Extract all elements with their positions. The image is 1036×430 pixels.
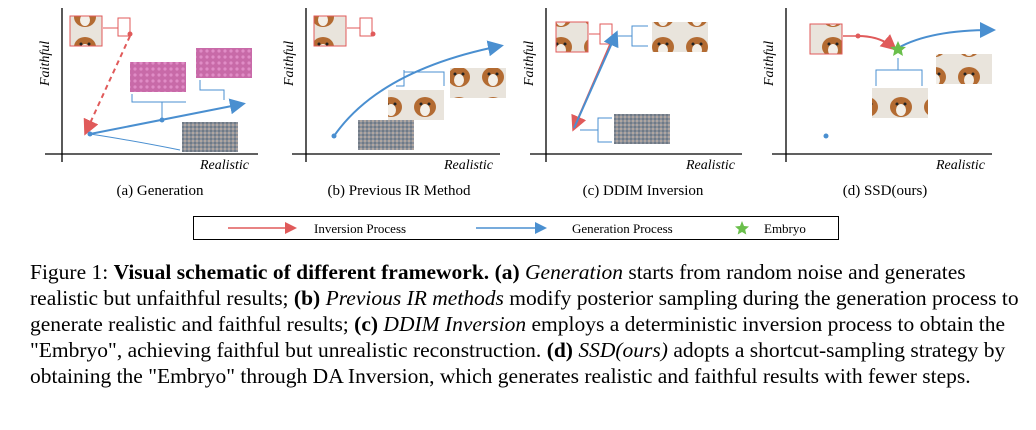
legend-embryo-label: Embryo (764, 221, 806, 236)
embryo-star (890, 41, 906, 56)
panel-b-caption: (b) Previous IR Method (327, 183, 471, 199)
panel-b-xlabel: Realistic (444, 158, 493, 173)
output-images-1 (450, 68, 506, 98)
caption-d-text: adopts a shortcut-sampling strategy by o… (30, 338, 1006, 388)
panel-c-xlabel: Realistic (686, 158, 735, 173)
panel-a-xlabel: Realistic (200, 158, 249, 173)
figure-label: Figure 1: (30, 260, 109, 284)
caption-a-text: starts from random noise and generates r… (30, 260, 966, 310)
output-image-2 (196, 48, 252, 78)
panel-d-ylabel: Faithful (762, 40, 777, 86)
noise-image (182, 122, 238, 152)
legend-embryo-star (735, 221, 749, 235)
output-images (936, 54, 992, 84)
legend-svg (228, 221, 749, 235)
noise-image (358, 120, 414, 150)
generation-arrow (897, 22, 996, 49)
caption-d-name: SSD(ours) (578, 338, 668, 362)
generation-arrow (573, 30, 619, 129)
input-image (313, 15, 347, 47)
input-image (555, 21, 589, 53)
panel-d-xlabel: Realistic (936, 158, 985, 173)
legend-inversion-label: Inversion Process (314, 221, 407, 236)
legend: Inversion Process Generation Process Emb… (193, 216, 839, 240)
embryo-image (614, 114, 670, 144)
caption-c-label: (c) (354, 312, 379, 336)
panel-a-caption: (a) Generation (116, 183, 204, 199)
output-images (652, 22, 708, 52)
figure-caption: Figure 1: Visual schematic of different … (30, 259, 1030, 389)
panel-c-diagram (530, 8, 742, 162)
caption-b-name: Previous IR methods (325, 286, 504, 310)
schematic-svg (45, 8, 996, 162)
input-image (809, 23, 843, 55)
generation-arrow (333, 40, 504, 137)
caption-a-name: Generation (525, 260, 623, 284)
caption-d-label: (d) (546, 338, 573, 362)
output-images-2 (388, 90, 444, 120)
caption-b-text: modify posterior sampling during the gen… (30, 286, 1019, 336)
generation-arrow (89, 98, 246, 135)
inversion-arrow (83, 35, 131, 136)
panel-c-ylabel: Faithful (522, 40, 537, 86)
caption-title: Visual schematic of different framework. (113, 260, 490, 284)
embryo-images (872, 88, 928, 118)
panel-b-ylabel: Faithful (282, 40, 297, 86)
caption-c-name: DDIM Inversion (383, 312, 527, 336)
input-image (69, 15, 103, 47)
inversion-arrow (857, 34, 898, 51)
legend-generation-label: Generation Process (572, 221, 673, 236)
panel-a-diagram (45, 8, 258, 162)
panel-a-ylabel: Faithful (38, 40, 53, 86)
output-image-1 (130, 62, 186, 92)
panel-d-caption: (d) SSD(ours) (842, 183, 928, 199)
caption-b-label: (b) (293, 286, 321, 310)
figure: Faithful Realistic Faithful Realistic Fa… (38, 8, 996, 240)
panel-d-diagram (772, 8, 996, 162)
panel-b-diagram (292, 8, 506, 162)
caption-a-label: (a) (494, 260, 520, 284)
panel-c-caption: (c) DDIM Inversion (582, 183, 704, 199)
caption-c-text: employs a deterministic inversion proces… (30, 312, 1005, 362)
